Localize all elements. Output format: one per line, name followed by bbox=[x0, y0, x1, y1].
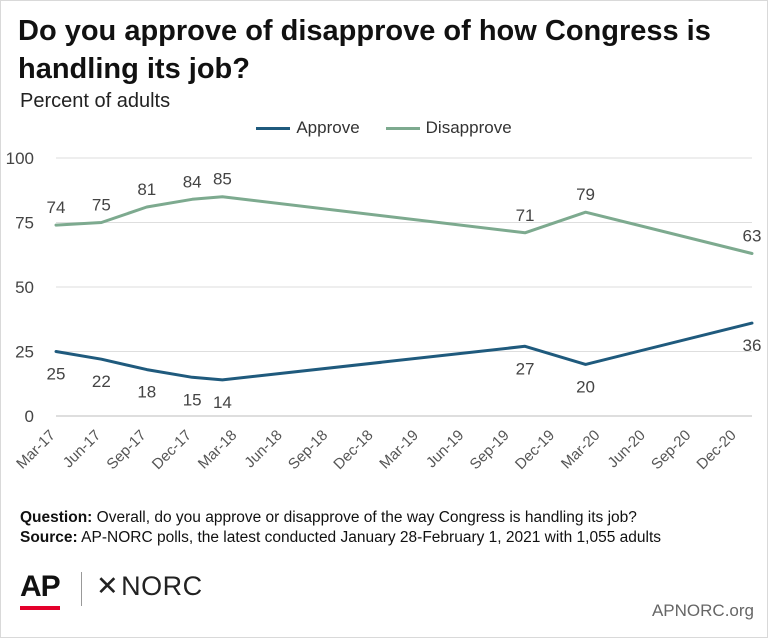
x-tick-label: Mar-17 bbox=[13, 427, 59, 473]
series-line-disapprove bbox=[54, 195, 754, 255]
source-footnote: Source: AP-NORC polls, the latest conduc… bbox=[20, 529, 661, 547]
data-label-approve: 20 bbox=[576, 377, 595, 396]
y-tick-label: 0 bbox=[25, 407, 34, 426]
question-label: Question: bbox=[20, 509, 93, 526]
chart-title: Do you approve of disapprove of how Cong… bbox=[18, 15, 711, 85]
norc-mark-icon: ✕ bbox=[96, 571, 120, 601]
data-label-disapprove: 79 bbox=[576, 185, 595, 204]
data-label-disapprove: 84 bbox=[183, 172, 202, 191]
data-labels: 25 22 18 15 14 27 20 36 74 75 81 84 85 71 79 63 bbox=[47, 170, 762, 412]
data-label-disapprove: 85 bbox=[213, 170, 232, 189]
legend-item-disapprove: Disapprove bbox=[385, 118, 512, 138]
data-label-approve: 18 bbox=[137, 383, 156, 402]
x-tick-label: Mar-18 bbox=[195, 427, 241, 473]
data-label-approve: 36 bbox=[743, 336, 762, 355]
data-label-disapprove: 63 bbox=[743, 226, 762, 245]
x-tick-label: Dec-17 bbox=[149, 427, 195, 473]
x-tick-label: Mar-19 bbox=[376, 427, 422, 473]
x-axis-tick-labels: Mar-17 Jun-17 Sep-17 Dec-17 Mar-18 Jun-18 Sep-… bbox=[13, 427, 739, 473]
x-tick-label: Mar-20 bbox=[558, 427, 604, 473]
data-label-disapprove: 81 bbox=[137, 180, 156, 199]
question-text: Overall, do you approve or disapprove of… bbox=[92, 509, 637, 526]
y-axis-tick-labels: 0 25 50 75 100 bbox=[6, 149, 34, 426]
y-tick-label: 100 bbox=[6, 149, 34, 168]
data-label-approve: 15 bbox=[183, 390, 202, 409]
question-footnote: Question: Overall, do you approve or dis… bbox=[20, 509, 637, 527]
ap-logo-underline bbox=[20, 606, 60, 610]
ap-logo: AP bbox=[20, 570, 61, 603]
norc-wordmark: NORC bbox=[121, 571, 203, 601]
x-tick-label: Sep-20 bbox=[648, 427, 694, 473]
x-tick-label: Sep-19 bbox=[467, 427, 513, 473]
x-tick-label: Dec-19 bbox=[512, 427, 558, 473]
legend-label-approve: Approve bbox=[296, 118, 360, 137]
x-tick-label: Jun-17 bbox=[60, 427, 104, 471]
norc-logo: ✕ NORC bbox=[96, 571, 203, 602]
legend-label-disapprove: Disapprove bbox=[425, 118, 512, 137]
logo-divider bbox=[81, 572, 82, 606]
y-tick-label: 25 bbox=[15, 343, 34, 362]
y-tick-label: 50 bbox=[15, 278, 34, 297]
series-line-approve bbox=[54, 321, 754, 382]
x-tick-label: Sep-17 bbox=[103, 427, 149, 473]
legend-swatch-approve bbox=[256, 126, 291, 130]
x-tick-label: Dec-18 bbox=[330, 427, 376, 473]
x-tick-label: Jun-19 bbox=[423, 427, 467, 471]
data-label-approve: 27 bbox=[516, 359, 535, 378]
x-tick-label: Sep-18 bbox=[285, 427, 331, 473]
y-tick-label: 75 bbox=[15, 214, 34, 233]
data-label-approve: 14 bbox=[213, 393, 232, 412]
data-label-disapprove: 71 bbox=[516, 206, 535, 225]
x-tick-label: Jun-20 bbox=[604, 427, 648, 471]
x-tick-label: Jun-18 bbox=[241, 427, 285, 471]
legend-item-approve: Approve bbox=[256, 118, 360, 138]
source-label: Source: bbox=[20, 529, 78, 546]
grid-lines bbox=[56, 157, 752, 417]
chart-legend: Approve Disapprove bbox=[0, 118, 768, 138]
series-lines bbox=[54, 195, 754, 382]
x-tick-label: Dec-20 bbox=[693, 427, 739, 473]
source-text: AP-NORC polls, the latest conducted Janu… bbox=[77, 529, 662, 546]
chart-subtitle: Percent of adults bbox=[20, 90, 171, 112]
data-label-approve: 22 bbox=[92, 372, 111, 391]
data-label-disapprove: 75 bbox=[92, 196, 111, 215]
website-label: APNORC.org bbox=[651, 601, 754, 620]
legend-swatch-disapprove bbox=[385, 126, 420, 130]
data-label-approve: 25 bbox=[47, 365, 66, 384]
data-label-disapprove: 74 bbox=[47, 198, 66, 217]
